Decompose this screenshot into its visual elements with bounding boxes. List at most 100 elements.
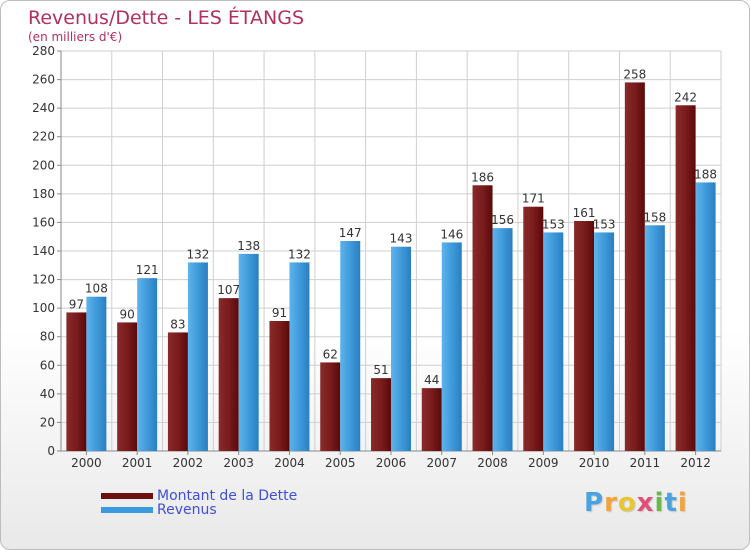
- data-label: 161: [573, 206, 596, 220]
- y-tick-label: 40: [40, 387, 55, 401]
- bar-dette: [624, 82, 645, 451]
- bar-dette: [269, 321, 290, 451]
- bar-revenus: [238, 253, 259, 451]
- y-tick-label: 240: [32, 101, 55, 115]
- y-tick-label: 280: [32, 44, 55, 58]
- data-label: 51: [373, 363, 388, 377]
- logo-letter: P: [584, 488, 605, 518]
- y-tick-label: 180: [32, 187, 55, 201]
- data-label: 156: [491, 213, 514, 227]
- bar-revenus: [594, 232, 615, 451]
- bar-revenus: [187, 262, 208, 451]
- bar-dette: [421, 388, 442, 451]
- legend-swatch-dette: [101, 493, 153, 499]
- data-label: 108: [85, 282, 108, 296]
- data-label: 107: [217, 283, 240, 297]
- bar-revenus: [492, 228, 513, 451]
- data-label: 153: [593, 217, 616, 231]
- x-tick-label: 2004: [274, 456, 305, 470]
- data-label: 62: [323, 347, 338, 361]
- x-tick-label: 2008: [477, 456, 508, 470]
- data-label: 121: [136, 263, 159, 277]
- bar-revenus: [644, 225, 665, 451]
- bar-revenus: [86, 296, 107, 451]
- x-tick-label: 2000: [71, 456, 102, 470]
- bar-revenus: [289, 262, 310, 451]
- logo-letter: r: [604, 488, 618, 518]
- y-tick-label: 220: [32, 130, 55, 144]
- data-label: 132: [186, 247, 209, 261]
- bars: [66, 82, 716, 452]
- legend-label-revenus: Revenus: [157, 502, 217, 518]
- logo-letter: i: [677, 488, 688, 518]
- data-label: 83: [170, 317, 185, 331]
- data-label: 97: [69, 297, 84, 311]
- y-tick-label: 140: [32, 244, 55, 258]
- data-label: 188: [694, 167, 717, 181]
- data-label: 153: [542, 217, 565, 231]
- bar-dette: [117, 322, 138, 451]
- data-label: 147: [339, 226, 362, 240]
- x-tick-label: 2005: [325, 456, 356, 470]
- data-label: 143: [390, 232, 413, 246]
- legend-label-dette: Montant de la Dette: [157, 488, 298, 504]
- logo-letter: i: [654, 488, 665, 518]
- data-label: 44: [424, 373, 439, 387]
- bar-revenus: [391, 246, 411, 451]
- bar-dette: [472, 185, 493, 452]
- data-label: 146: [440, 227, 463, 241]
- bar-revenus: [695, 182, 716, 451]
- logo-letter: x: [636, 488, 655, 518]
- data-label: 242: [674, 90, 697, 104]
- bar-dette: [218, 298, 239, 451]
- x-tick-label: 2007: [426, 456, 457, 470]
- logo-letter: t: [664, 488, 678, 518]
- bar-dette: [167, 332, 188, 451]
- legend-item-revenus: Revenus: [101, 502, 217, 518]
- data-label: 258: [623, 67, 646, 81]
- bar-dette: [574, 221, 595, 451]
- data-label: 158: [643, 210, 666, 224]
- data-label: 138: [237, 239, 260, 253]
- y-tick-label: 20: [40, 415, 55, 429]
- data-label: 90: [120, 307, 135, 321]
- x-tick-label: 2006: [376, 456, 407, 470]
- x-tick-label: 2012: [680, 456, 711, 470]
- bar-revenus: [441, 242, 462, 451]
- y-tick-label: 160: [32, 215, 55, 229]
- bar-revenus: [543, 232, 564, 451]
- bar-dette: [66, 312, 87, 451]
- y-tick-label: 100: [32, 301, 55, 315]
- proxiti-logo: Proxiti: [584, 488, 688, 518]
- x-tick-label: 2003: [223, 456, 254, 470]
- chart-title: Revenus/Dette - LES ÉTANGS: [28, 7, 305, 29]
- data-label: 171: [522, 192, 545, 206]
- legend-swatch-revenus: [101, 507, 153, 513]
- y-tick-label: 200: [32, 158, 55, 172]
- x-tick-label: 2010: [579, 456, 610, 470]
- legend-item-dette: Montant de la Dette: [101, 488, 297, 504]
- bar-dette: [523, 206, 544, 451]
- y-tick-label: 260: [32, 73, 55, 87]
- x-tick-label: 2002: [173, 456, 204, 470]
- x-tick-label: 2001: [122, 456, 153, 470]
- bar-dette: [675, 105, 696, 452]
- data-label: 186: [471, 170, 494, 184]
- data-label: 132: [288, 247, 311, 261]
- y-tick-label: 60: [40, 358, 55, 372]
- y-tick-label: 0: [47, 444, 55, 458]
- bar-revenus: [137, 278, 158, 451]
- logo-letter: o: [617, 488, 637, 518]
- chart-subtitle: (en milliers d'€): [28, 30, 123, 44]
- bar-dette: [320, 362, 341, 451]
- bar-revenus: [340, 241, 361, 451]
- y-tick-label: 80: [40, 330, 55, 344]
- x-tick-label: 2011: [630, 456, 661, 470]
- x-tick-label: 2009: [528, 456, 559, 470]
- data-label: 91: [272, 306, 287, 320]
- bar-dette: [371, 378, 391, 451]
- y-tick-label: 120: [32, 273, 55, 287]
